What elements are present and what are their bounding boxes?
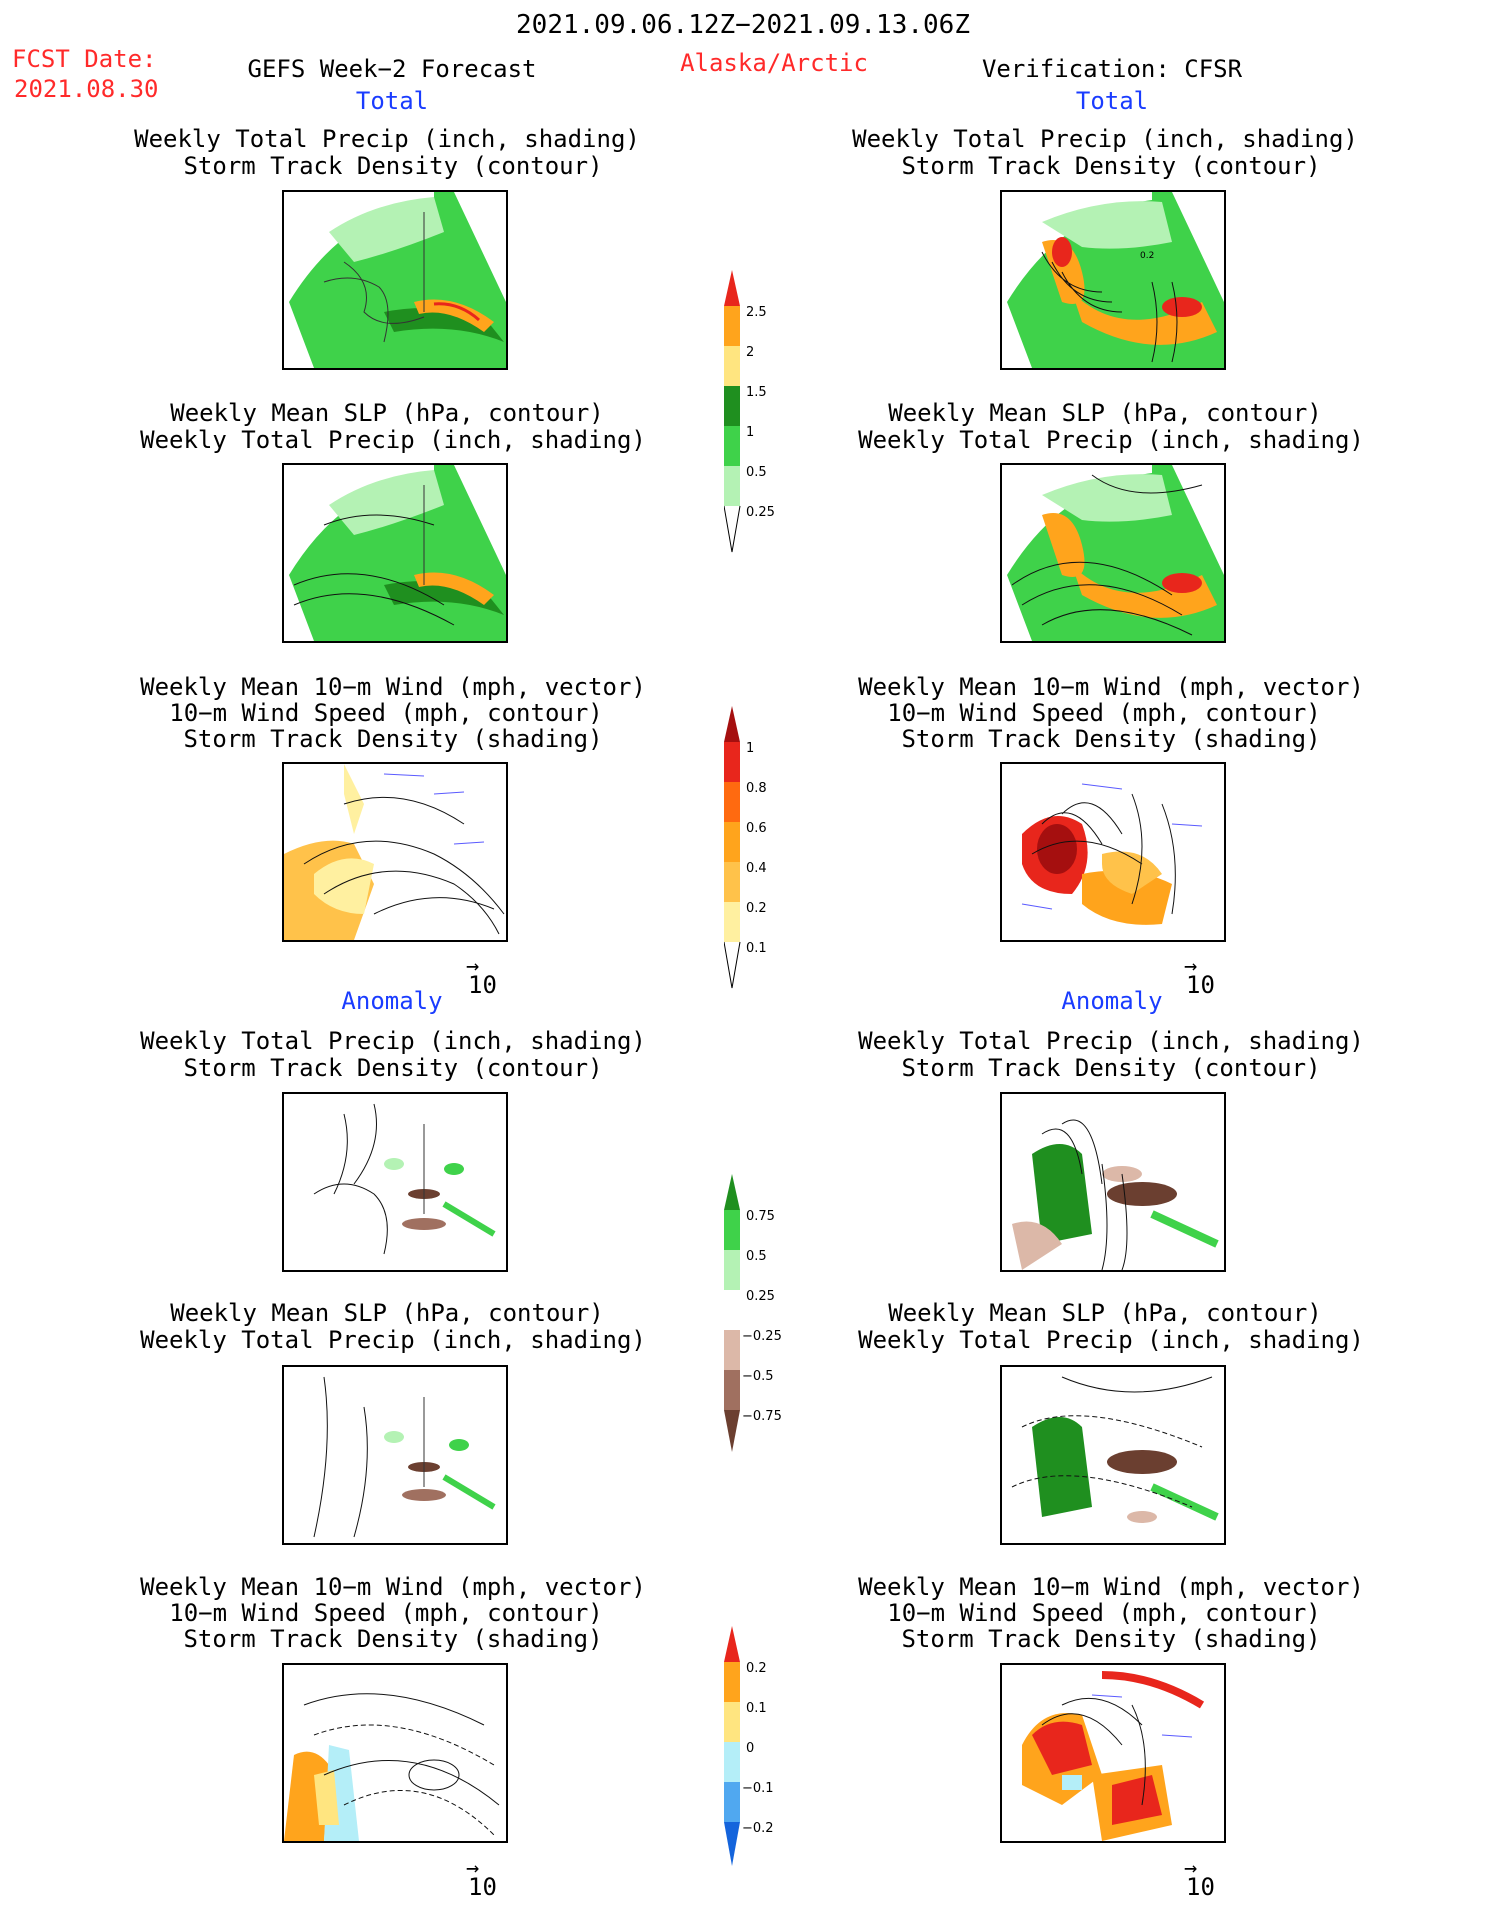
cb-precip-label-1: 2 bbox=[746, 345, 755, 360]
verification-label: Verification: CFSR bbox=[981, 55, 1243, 83]
cb-precip-label-4: 0.5 bbox=[746, 465, 767, 480]
cb-sanom-label-1: 0.1 bbox=[746, 1701, 767, 1716]
cb-storm-label-5: 0.1 bbox=[746, 941, 767, 956]
title-l6-c: Storm Track Density (shading) bbox=[183, 1625, 603, 1653]
title-r6-a: Weekly Mean 10−m Wind (mph, vector) bbox=[858, 1573, 1364, 1601]
cb-storm-label-1: 0.8 bbox=[746, 781, 767, 796]
map-wind-storm-total-forecast bbox=[282, 762, 508, 942]
fcst-date-label: FCST Date: bbox=[12, 45, 157, 73]
colorbar-precip-anomaly: 0.75 0.5 0.25 −0.25 −0.5 −0.75 bbox=[724, 1174, 784, 1468]
map-slp-precip-total-forecast bbox=[282, 463, 508, 643]
vector-ref-arrow-r1: → bbox=[1184, 954, 1198, 979]
map-slp-precip-anomaly-verification bbox=[1000, 1365, 1226, 1545]
forecast-title: GEFS Week−2 Forecast bbox=[247, 55, 537, 83]
cb-panom-label-5: −0.75 bbox=[742, 1409, 782, 1424]
title-r6-b: 10−m Wind Speed (mph, contour) bbox=[887, 1599, 1321, 1627]
title-r5-a: Weekly Mean SLP (hPa, contour) bbox=[888, 1299, 1322, 1327]
vector-ref-r2: 10 bbox=[1186, 1873, 1215, 1901]
colorbar-storm-total: 1 0.8 0.6 0.4 0.2 0.1 bbox=[723, 706, 784, 1000]
map-slp-precip-total-verification bbox=[1000, 463, 1226, 643]
title-l5-b: Weekly Total Precip (inch, shading) bbox=[140, 1326, 646, 1354]
title-r3-c: Storm Track Density (shading) bbox=[901, 725, 1321, 753]
title-l3-c: Storm Track Density (shading) bbox=[183, 725, 603, 753]
cb-panom-label-4: −0.5 bbox=[742, 1369, 774, 1384]
title-l4-b: Storm Track Density (contour) bbox=[183, 1054, 603, 1082]
vector-ref-arrow-l2: → bbox=[466, 1856, 480, 1881]
vector-ref-arrow-r2: → bbox=[1184, 1856, 1198, 1881]
map-wind-storm-total-verification bbox=[1000, 762, 1226, 942]
title-l4-a: Weekly Total Precip (inch, shading) bbox=[140, 1027, 646, 1055]
cb-sanom-label-4: −0.2 bbox=[742, 1821, 774, 1836]
vector-ref-r1: 10 bbox=[1186, 971, 1215, 999]
cb-panom-label-0: 0.75 bbox=[746, 1209, 775, 1224]
map-precip-storm-anomaly-forecast bbox=[282, 1092, 508, 1272]
map-precip-storm-total-forecast bbox=[282, 190, 508, 370]
date-range-title: 2021.09.06.12Z−2021.09.13.06Z bbox=[516, 10, 970, 40]
title-r3-a: Weekly Mean 10−m Wind (mph, vector) bbox=[858, 673, 1364, 701]
section-total-left: Total bbox=[355, 87, 429, 115]
title-r2-b: Weekly Total Precip (inch, shading) bbox=[858, 426, 1364, 454]
cb-panom-label-1: 0.5 bbox=[746, 1249, 767, 1264]
cb-precip-label-2: 1.5 bbox=[746, 385, 767, 400]
map-wind-storm-anomaly-forecast bbox=[282, 1663, 508, 1843]
title-l1-b: Storm Track Density (contour) bbox=[183, 152, 603, 180]
title-r5-b: Weekly Total Precip (inch, shading) bbox=[858, 1326, 1364, 1354]
cb-storm-label-0: 1 bbox=[746, 741, 755, 756]
title-l2-b: Weekly Total Precip (inch, shading) bbox=[140, 426, 646, 454]
cb-precip-label-0: 2.5 bbox=[746, 305, 767, 320]
title-r1-a: Weekly Total Precip (inch, shading) bbox=[852, 125, 1358, 153]
map-precip-storm-anomaly-verification bbox=[1000, 1092, 1226, 1272]
colorbar-precip-total: 2.5 2 1.5 1 0.5 0.25 bbox=[723, 270, 784, 564]
title-l6-b: 10−m Wind Speed (mph, contour) bbox=[169, 1599, 603, 1627]
cb-sanom-label-2: 0 bbox=[746, 1741, 755, 1756]
section-anomaly-right: Anomaly bbox=[1061, 987, 1163, 1015]
section-total-right: Total bbox=[1075, 87, 1149, 115]
title-r2-a: Weekly Mean SLP (hPa, contour) bbox=[888, 399, 1322, 427]
title-l3-b: 10−m Wind Speed (mph, contour) bbox=[169, 699, 603, 727]
fcst-date-value: 2021.08.30 bbox=[14, 75, 159, 103]
vector-ref-l2: 10 bbox=[468, 1873, 497, 1901]
title-l5-a: Weekly Mean SLP (hPa, contour) bbox=[170, 1299, 604, 1327]
cb-precip-label-3: 1 bbox=[746, 425, 755, 440]
cb-precip-label-5: 0.25 bbox=[746, 505, 775, 520]
cb-sanom-label-0: 0.2 bbox=[746, 1661, 767, 1676]
colorbar-storm-anomaly: 0.2 0.1 0 −0.1 −0.2 bbox=[724, 1626, 784, 1880]
section-anomaly-left: Anomaly bbox=[341, 987, 443, 1015]
cb-storm-label-4: 0.2 bbox=[746, 901, 767, 916]
title-r3-b: 10−m Wind Speed (mph, contour) bbox=[887, 699, 1321, 727]
cb-sanom-label-3: −0.1 bbox=[742, 1781, 774, 1796]
title-l3-a: Weekly Mean 10−m Wind (mph, vector) bbox=[140, 673, 646, 701]
map-precip-storm-total-verification: 0.2 bbox=[1000, 190, 1226, 370]
title-l2-a: Weekly Mean SLP (hPa, contour) bbox=[170, 399, 604, 427]
cb-storm-label-3: 0.4 bbox=[746, 861, 767, 876]
cb-panom-label-3: −0.25 bbox=[742, 1329, 782, 1344]
vector-ref-l1: 10 bbox=[468, 971, 497, 999]
map-slp-precip-anomaly-forecast bbox=[282, 1365, 508, 1545]
region-label: Alaska/Arctic bbox=[680, 49, 868, 77]
cb-panom-label-2: 0.25 bbox=[746, 1289, 775, 1304]
cb-storm-label-2: 0.6 bbox=[746, 821, 767, 836]
vector-ref-arrow-l1: → bbox=[466, 954, 480, 979]
map-wind-storm-anomaly-verification bbox=[1000, 1663, 1226, 1843]
contour-label: 0.2 bbox=[1140, 251, 1154, 261]
title-r4-a: Weekly Total Precip (inch, shading) bbox=[858, 1027, 1364, 1055]
title-l6-a: Weekly Mean 10−m Wind (mph, vector) bbox=[140, 1573, 646, 1601]
title-r1-b: Storm Track Density (contour) bbox=[901, 152, 1321, 180]
title-r6-c: Storm Track Density (shading) bbox=[901, 1625, 1321, 1653]
title-r4-b: Storm Track Density (contour) bbox=[901, 1054, 1321, 1082]
title-l1-a: Weekly Total Precip (inch, shading) bbox=[134, 125, 640, 153]
